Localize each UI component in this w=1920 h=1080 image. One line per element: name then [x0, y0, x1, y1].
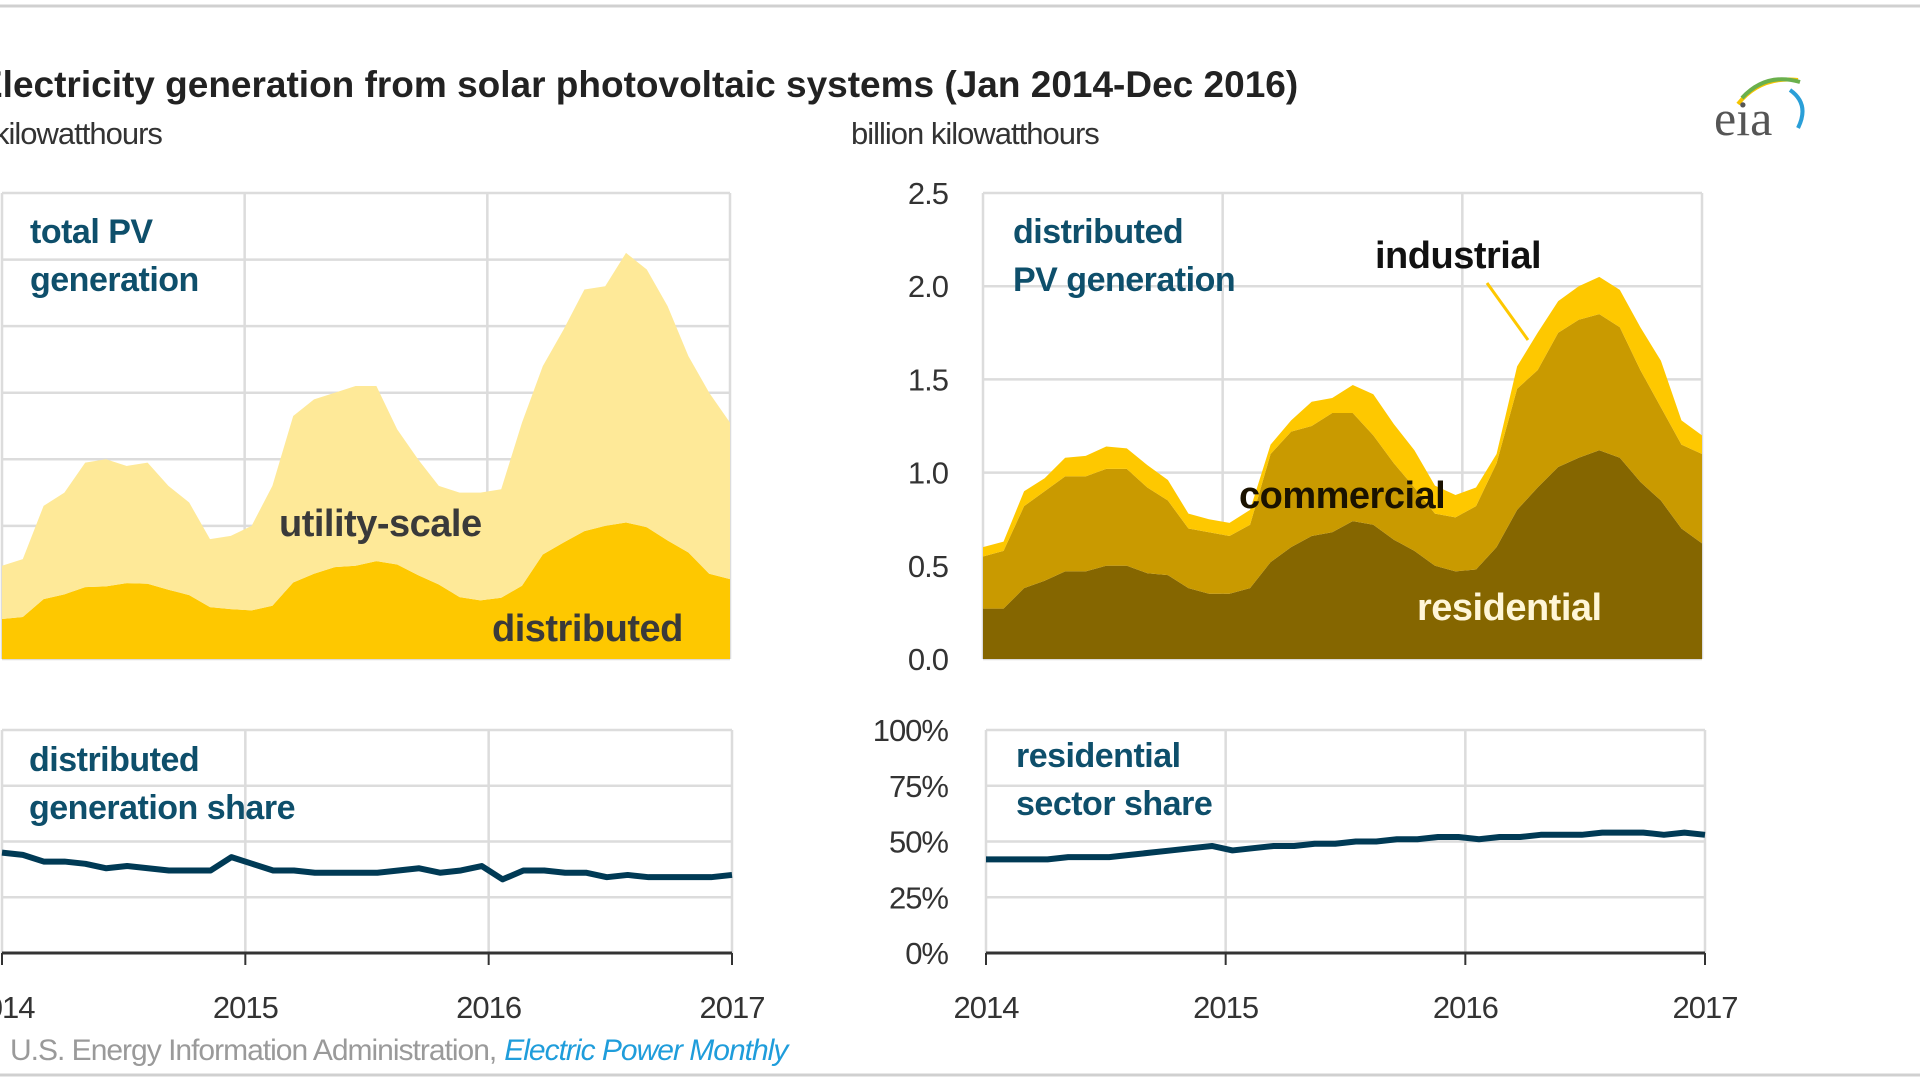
y-tick-label: 75% [889, 769, 948, 804]
distributed-label: distributed [492, 608, 683, 650]
left-unit-label: kilowatthours [0, 116, 162, 151]
distributed-share-label: distributed generation share [29, 741, 295, 827]
distributed-pv-label: distributed PV generation [1013, 213, 1235, 299]
right-unit-label: billion kilowatthours [851, 116, 1099, 151]
y-tick-label: 2.5 [908, 176, 948, 211]
total-pv-chart [0, 191, 732, 661]
area-distributed [2, 522, 730, 659]
svg-text:eia: eia [1714, 90, 1772, 146]
x-tick-label: 2014 [954, 990, 1020, 1025]
x-tick-label: 2017 [1673, 990, 1738, 1025]
x-tick-label: 2015 [213, 990, 278, 1025]
utility-scale-label: utility-scale [279, 503, 482, 545]
industrial-label: industrial [1375, 235, 1541, 277]
source-note: U.S. Energy Information Administration, E… [10, 1034, 790, 1067]
source-link[interactable]: Electric Power Monthly [504, 1034, 791, 1067]
y-tick-label: 2.0 [908, 269, 949, 304]
eia-logo: eia [1714, 77, 1805, 146]
area-industrial [983, 276, 1702, 557]
residential-label: residential [1417, 587, 1602, 629]
x-tick-label: 2016 [1433, 990, 1498, 1025]
x-tick-label: 2017 [700, 990, 765, 1025]
x-tick-label: 2016 [456, 990, 521, 1025]
source-text: U.S. Energy Information Administration, [10, 1034, 496, 1067]
y-tick-label: 0.0 [908, 642, 949, 677]
industrial-leader-line [1485, 282, 1530, 341]
area-utility-scale [2, 252, 730, 620]
chart-title: Electricity generation from solar photov… [0, 64, 1298, 105]
distributed-pv-chart: 0.0 0.5 1.0 1.5 2.0 2.5 [908, 176, 1704, 677]
share-line [1, 849, 733, 883]
residential-share-label: residential sector share [1016, 737, 1212, 823]
commercial-label: commercial [1239, 475, 1445, 517]
share-line [986, 829, 1706, 863]
y-tick-label: 0% [905, 936, 948, 971]
y-tick-label: 100% [873, 713, 949, 748]
y-tick-label: 1.0 [908, 456, 949, 491]
y-tick-label: 1.5 [908, 362, 948, 397]
residential-share-chart: 0% 25% 50% 75% 100% 2014 2015 2016 2017 [873, 713, 1739, 1025]
area-commercial [983, 314, 1702, 609]
x-tick-label: 2014 [0, 990, 35, 1025]
distributed-share-chart: 2014 2015 2016 2017 [0, 728, 765, 1025]
y-tick-label: 50% [889, 825, 948, 860]
y-tick-label: 25% [889, 880, 948, 915]
total-pv-label: total PV generation [30, 213, 199, 299]
area-residential [983, 450, 1702, 659]
x-tick-label: 2015 [1193, 990, 1258, 1025]
y-tick-label: 0.5 [908, 549, 948, 584]
